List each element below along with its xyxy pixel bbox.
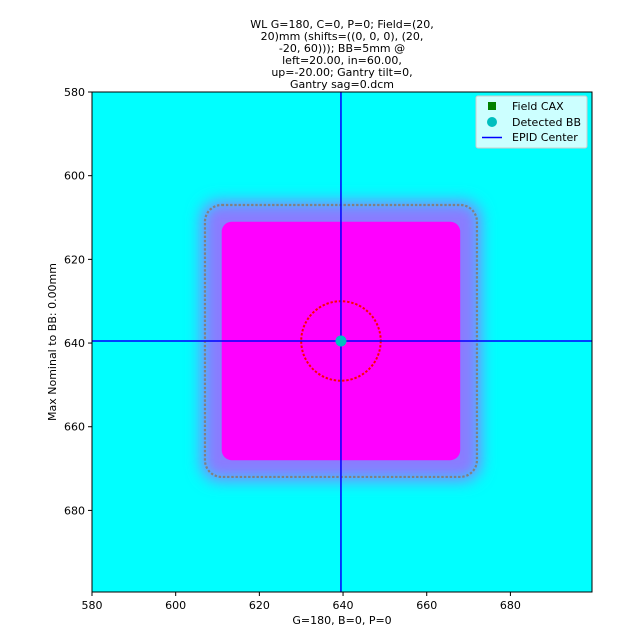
- axes-frame: [91, 91, 593, 593]
- legend: Field CAX Detected BB EPID Center: [475, 95, 588, 149]
- y-tick-label: 640: [64, 337, 85, 350]
- title-line: WL G=180, C=0, P=0; Field=(20,: [250, 18, 434, 31]
- legend-field-cax-swatch: [488, 102, 496, 110]
- title-line: Gantry sag=0.dcm: [290, 78, 394, 91]
- legend-epid-center-label: EPID Center: [512, 131, 578, 144]
- x-tick-label: 580: [82, 599, 103, 612]
- x-tick-label: 680: [500, 599, 521, 612]
- y-axis: 580 600 620 640 660 680 Max Nominal to B…: [46, 86, 92, 517]
- x-tick-label: 600: [165, 599, 186, 612]
- y-tick-label: 620: [64, 253, 85, 266]
- y-tick-label: 600: [64, 170, 85, 183]
- y-tick-label: 580: [64, 86, 85, 99]
- legend-box: [475, 95, 588, 149]
- legend-detected-bb-swatch: [487, 117, 497, 127]
- x-tick-label: 620: [249, 599, 270, 612]
- title-line: -20, 60))); BB=5mm @: [279, 42, 405, 55]
- y-tick-label: 680: [64, 504, 85, 517]
- x-tick-label: 640: [333, 599, 354, 612]
- chart-title: WL G=180, C=0, P=0; Field=(20, 20)mm (sh…: [250, 18, 434, 91]
- x-axis: 580 600 620 640 660 680 G=180, B=0, P=0: [82, 592, 521, 627]
- title-line: left=20.00, in=60.00,: [282, 54, 402, 67]
- plot-area: [92, 92, 592, 592]
- x-tick-label: 660: [416, 599, 437, 612]
- title-line: up=-20.00; Gantry tilt=0,: [271, 66, 412, 79]
- x-axis-label: G=180, B=0, P=0: [292, 614, 391, 627]
- detected-bb-marker: [335, 335, 347, 347]
- legend-detected-bb-label: Detected BB: [512, 116, 581, 129]
- y-axis-label: Max Nominal to BB: 0.00mm: [46, 263, 59, 421]
- legend-field-cax-label: Field CAX: [512, 100, 564, 113]
- title-line: 20)mm (shifts=((0, 0, 0), (20,: [261, 30, 424, 43]
- y-tick-label: 660: [64, 421, 85, 434]
